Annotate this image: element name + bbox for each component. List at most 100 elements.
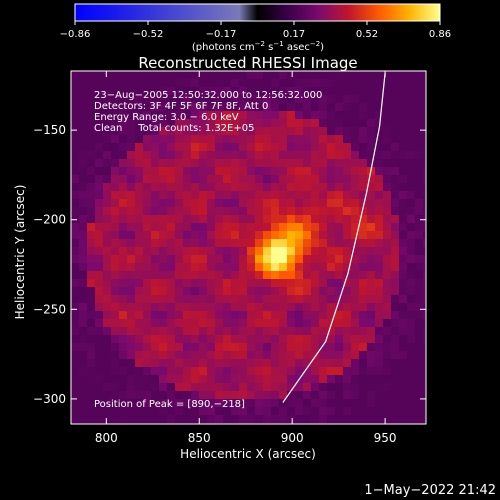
heatmap-cell xyxy=(359,231,367,239)
heatmap-cell xyxy=(183,215,191,223)
heatmap-cell xyxy=(319,111,327,119)
heatmap-cell xyxy=(399,319,407,327)
heatmap-cell xyxy=(351,199,359,207)
heatmap-cell xyxy=(167,111,175,119)
heatmap-cell xyxy=(183,359,191,367)
heatmap-cell xyxy=(279,159,287,167)
heatmap-cell xyxy=(391,95,399,103)
heatmap-cell xyxy=(343,183,351,191)
heatmap-cell xyxy=(119,207,127,215)
heatmap-cell xyxy=(151,143,159,151)
heatmap-cell xyxy=(175,191,183,199)
heatmap-cell xyxy=(255,263,263,271)
heatmap-cell xyxy=(263,359,271,367)
heatmap-cell xyxy=(151,111,159,119)
heatmap-cell xyxy=(143,127,151,135)
heatmap-cell xyxy=(255,119,263,127)
heatmap-cell xyxy=(255,407,263,415)
heatmap-cell xyxy=(103,303,111,311)
heatmap-cell xyxy=(231,135,239,143)
heatmap-cell xyxy=(103,167,111,175)
heatmap-cell xyxy=(311,135,319,143)
heatmap-cell xyxy=(271,215,279,223)
heatmap-cell xyxy=(327,223,335,231)
heatmap-cell xyxy=(191,95,199,103)
heatmap-cell xyxy=(327,383,335,391)
heatmap-cell xyxy=(271,111,279,119)
heatmap-cell xyxy=(391,167,399,175)
heatmap-cell xyxy=(311,375,319,383)
heatmap-cell xyxy=(391,391,399,399)
heatmap-cell xyxy=(375,231,383,239)
heatmap-cell xyxy=(423,351,426,359)
heatmap-cell xyxy=(367,119,375,127)
heatmap-cell xyxy=(95,367,103,375)
heatmap-cell xyxy=(287,247,295,255)
heatmap-cell xyxy=(319,295,327,303)
heatmap-cell xyxy=(127,367,135,375)
heatmap-cell xyxy=(79,231,87,239)
heatmap-cell xyxy=(127,247,135,255)
heatmap-cell xyxy=(351,255,359,263)
heatmap-cell xyxy=(335,191,343,199)
heatmap-cell xyxy=(151,191,159,199)
heatmap-cell xyxy=(255,143,263,151)
heatmap-cell xyxy=(311,79,319,87)
heatmap-cell xyxy=(95,383,103,391)
heatmap-cell xyxy=(231,95,239,103)
heatmap-cell xyxy=(311,247,319,255)
heatmap-cell xyxy=(231,103,239,111)
heatmap-cell xyxy=(351,367,359,375)
heatmap-cell xyxy=(407,71,415,79)
heatmap-cell xyxy=(71,87,79,95)
heatmap-cell xyxy=(159,279,167,287)
heatmap-cell xyxy=(335,223,343,231)
heatmap-cell xyxy=(135,279,143,287)
heatmap-cell xyxy=(71,223,79,231)
heatmap-cell xyxy=(87,327,95,335)
heatmap-cell xyxy=(143,247,151,255)
heatmap-cell xyxy=(407,335,415,343)
heatmap-cell xyxy=(399,407,407,415)
heatmap-cell xyxy=(135,335,143,343)
heatmap-cell xyxy=(111,119,119,127)
heatmap-cell xyxy=(271,327,279,335)
heatmap-cell xyxy=(207,263,215,271)
heatmap-cell xyxy=(383,79,391,87)
heatmap-cell xyxy=(95,327,103,335)
heatmap-cell xyxy=(87,223,95,231)
heatmap-cell xyxy=(215,183,223,191)
heatmap-cell xyxy=(271,271,279,279)
heatmap-cell xyxy=(103,223,111,231)
heatmap-cell xyxy=(143,327,151,335)
x-tick-label: 850 xyxy=(188,431,211,445)
heatmap-cell xyxy=(255,87,263,95)
heatmap-cell xyxy=(159,111,167,119)
heatmap-cell xyxy=(119,295,127,303)
heatmap-cell xyxy=(239,215,247,223)
heatmap-cell xyxy=(295,351,303,359)
heatmap-cell xyxy=(255,127,263,135)
heatmap-cell xyxy=(119,415,127,423)
heatmap-cell xyxy=(191,319,199,327)
heatmap-cell xyxy=(295,95,303,103)
heatmap-cell xyxy=(111,327,119,335)
heatmap-cell xyxy=(359,71,367,79)
heatmap-cell xyxy=(351,127,359,135)
heatmap-cell xyxy=(263,255,271,263)
heatmap-cell xyxy=(127,167,135,175)
heatmap-cell xyxy=(319,183,327,191)
heatmap-cell xyxy=(383,343,391,351)
heatmap-cell xyxy=(135,247,143,255)
heatmap-cell xyxy=(207,175,215,183)
heatmap-cell xyxy=(151,367,159,375)
heatmap-cell xyxy=(399,167,407,175)
heatmap-cell xyxy=(79,319,87,327)
heatmap-cell xyxy=(207,407,215,415)
heatmap-cell xyxy=(255,175,263,183)
heatmap-cell xyxy=(407,159,415,167)
heatmap-cell xyxy=(79,135,87,143)
heatmap-cell xyxy=(159,399,167,407)
heatmap-cell xyxy=(319,415,327,423)
heatmap-cell xyxy=(255,159,263,167)
